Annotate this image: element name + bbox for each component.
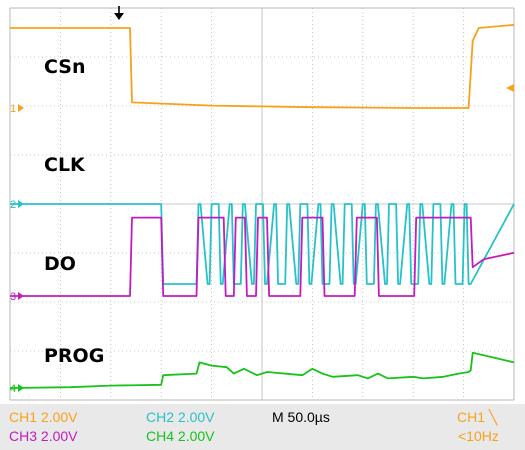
ch4-readout[interactable]: CH4 2.00V: [146, 428, 215, 444]
status-bar: [0, 404, 525, 450]
ground-marker-ch3-arrow: [18, 292, 24, 300]
ground-marker-ch3[interactable]: 3: [10, 291, 24, 303]
ch2-name: CH2: [146, 409, 175, 425]
ground-marker-ch1-label: 1: [10, 103, 16, 115]
trigger-position-arrow: [114, 13, 124, 20]
falling-edge-icon: ╲: [488, 409, 498, 425]
trigger-position-marker[interactable]: [114, 6, 124, 20]
ground-marker-ch3-label: 3: [10, 291, 16, 303]
ch1-readout[interactable]: CH1 2.00V: [9, 409, 78, 425]
ground-marker-ch4-arrow: [18, 384, 24, 392]
trigger-source-readout[interactable]: CH1 ╲: [457, 409, 497, 425]
ch2-readout[interactable]: CH2 2.00V: [146, 409, 215, 425]
waveform-traces: [9, 23, 515, 389]
trace-clk: [10, 203, 515, 285]
ground-marker-ch1-arrow: [18, 104, 24, 112]
ground-marker-ch4[interactable]: 4: [10, 383, 24, 395]
ch3-name: CH3: [9, 428, 38, 444]
ground-marker-ch2-arrow: [18, 200, 24, 208]
ch1-name: CH1: [9, 409, 38, 425]
ch4-name: CH4: [146, 428, 175, 444]
trace-csn: [10, 23, 515, 109]
ch3-scale: 2.00V: [40, 428, 78, 444]
channel-labels: CSn CLK DO PROG: [44, 56, 104, 367]
ch4-scale: 2.00V: [177, 428, 215, 444]
series-label-ch2: CLK: [44, 154, 86, 176]
series-label-ch1: CSn: [44, 56, 86, 78]
trace-do: [10, 216, 515, 297]
series-label-ch4: PROG: [44, 345, 104, 367]
trigger-level-marker[interactable]: [506, 84, 514, 92]
ground-markers: 1 2 3 4: [10, 103, 24, 395]
trigger-source: CH1: [457, 409, 486, 425]
series-label-ch3: DO: [44, 253, 76, 275]
trigger-frequency-readout: <10Hz: [458, 428, 499, 444]
ground-marker-ch2[interactable]: 2: [10, 199, 24, 211]
ch2-scale: 2.00V: [177, 409, 215, 425]
ch1-scale: 2.00V: [40, 409, 78, 425]
ground-marker-ch2-label: 2: [10, 199, 16, 211]
timebase-readout[interactable]: M 50.0µs: [272, 409, 330, 425]
trace-prog: [9, 351, 515, 389]
ground-marker-ch1[interactable]: 1: [10, 103, 24, 115]
ground-marker-ch4-label: 4: [10, 383, 16, 395]
ch3-readout[interactable]: CH3 2.00V: [9, 428, 78, 444]
